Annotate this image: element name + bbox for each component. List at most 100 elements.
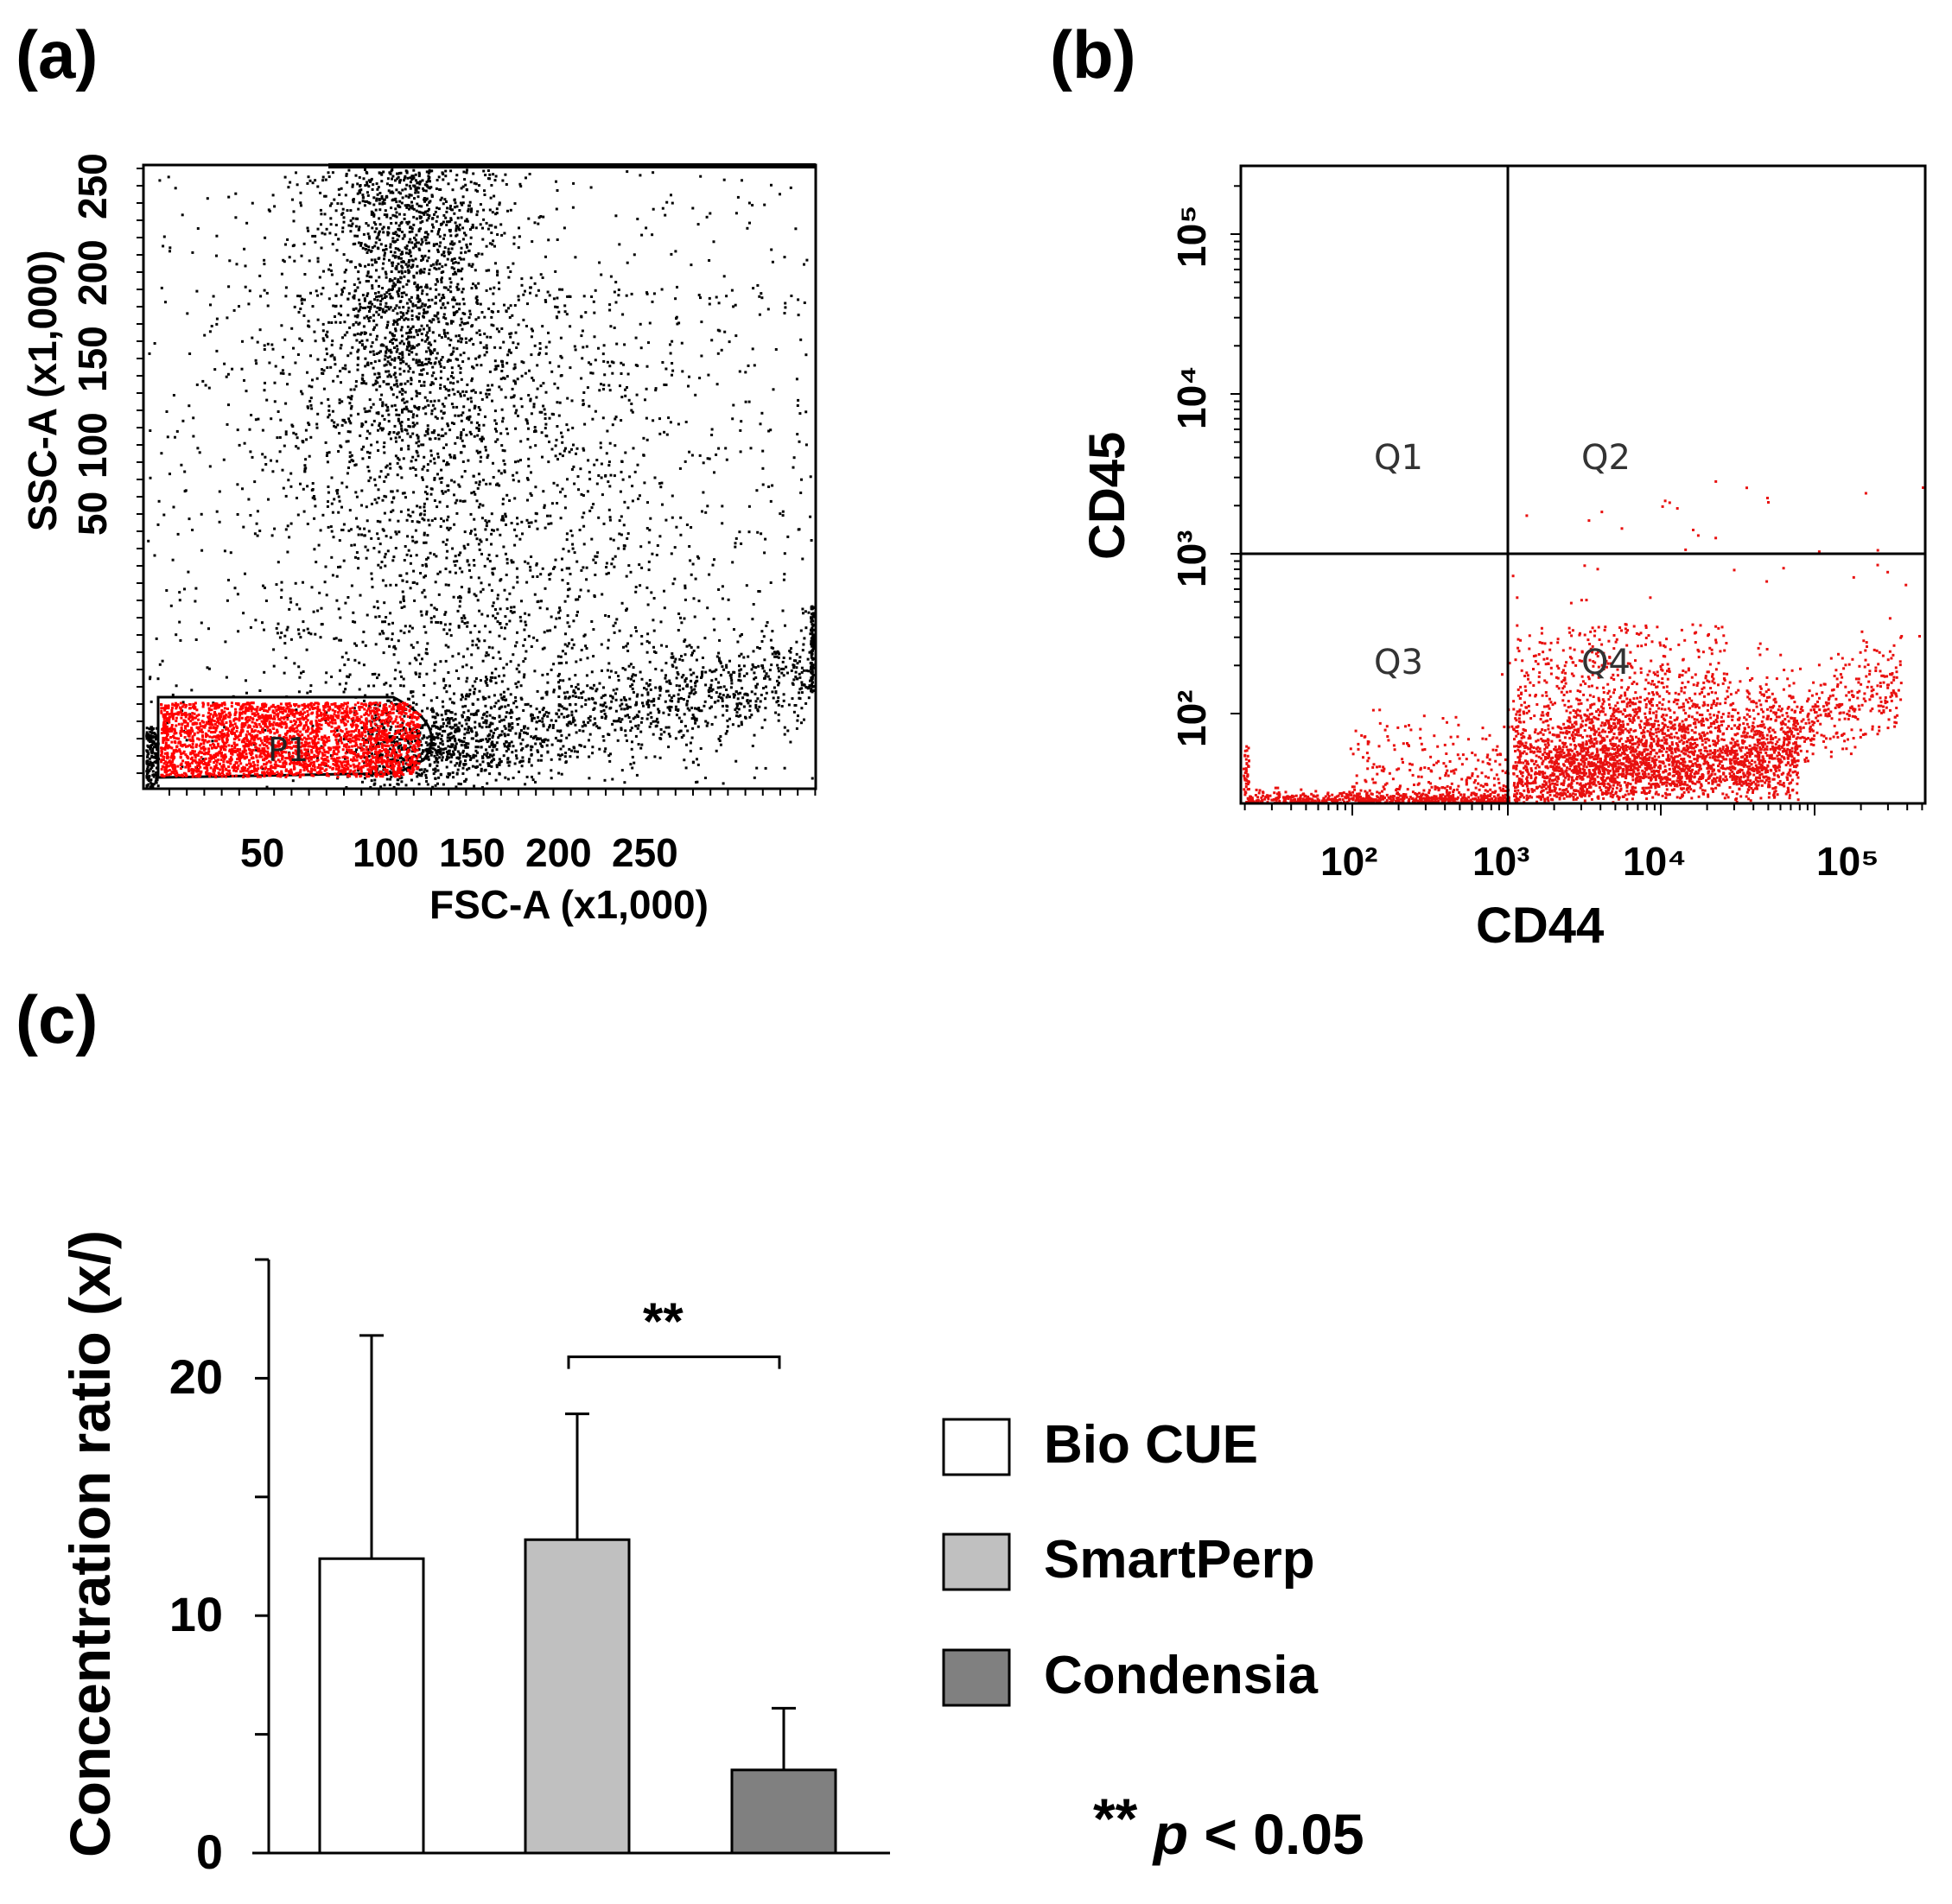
scatter-dot	[436, 753, 439, 757]
scatter-dot	[444, 747, 448, 751]
scatter-dot	[505, 740, 508, 744]
scatter-dot	[493, 359, 497, 363]
scatter-dot	[582, 511, 586, 515]
scatter-dot	[323, 232, 327, 236]
scatter-dot	[604, 747, 607, 751]
scatter-dot	[416, 454, 420, 458]
scatter-dot	[418, 372, 422, 376]
scatter-dot	[403, 631, 406, 635]
scatter-dot	[523, 628, 526, 631]
scatter-dot	[504, 615, 507, 619]
scatter-dot	[424, 741, 428, 745]
scatter-dot	[738, 654, 741, 657]
scatter-dot	[595, 482, 599, 486]
scatter-dot	[604, 717, 607, 720]
scatter-dot	[465, 341, 468, 344]
scatter-dot	[461, 499, 465, 503]
scatter-dot	[292, 431, 296, 435]
scatter-dot	[451, 655, 455, 658]
scatter-dot	[480, 311, 484, 314]
scatter-dot	[461, 297, 465, 301]
scatter-dot	[574, 702, 577, 706]
scatter-dot	[461, 665, 465, 669]
scatter-dot	[425, 610, 429, 613]
scatter-dot	[407, 261, 410, 263]
scatter-dot	[372, 212, 375, 215]
scatter-dot	[366, 519, 369, 523]
scatter-dot	[621, 313, 625, 316]
scatter-dot	[803, 637, 806, 640]
scatter-dot	[331, 511, 334, 514]
scatter-dot	[646, 713, 650, 716]
scatter-dot	[384, 564, 387, 568]
scatter-dot	[612, 689, 615, 692]
scatter-dot	[335, 282, 339, 286]
scatter-dot	[520, 283, 524, 287]
scatter-dot	[327, 525, 330, 529]
scatter-dot	[645, 438, 649, 441]
scatter-dot	[671, 201, 674, 205]
scatter-dot	[478, 480, 481, 484]
scatter-dot	[353, 620, 357, 624]
scatter-dot	[725, 695, 728, 699]
scatter-dot	[400, 271, 404, 275]
scatter-dot	[366, 251, 369, 254]
scatter-dot	[694, 691, 697, 695]
scatter-dot	[807, 670, 811, 673]
scatter-dot	[291, 779, 295, 783]
scatter-dot	[450, 744, 454, 747]
scatter-dot	[378, 351, 381, 354]
scatter-dot	[413, 236, 416, 239]
scatter-dot	[499, 693, 503, 696]
scatter-dot	[409, 425, 412, 428]
scatter-dot	[464, 719, 467, 721]
scatter-dot	[441, 265, 444, 269]
scatter-dot	[654, 389, 658, 392]
scatter-dot	[484, 625, 487, 628]
scatter-dot	[313, 330, 316, 333]
scatter-dot	[618, 243, 621, 246]
scatter-dot	[389, 770, 392, 773]
scatter-dot	[519, 459, 522, 462]
scatter-dot	[363, 699, 366, 702]
scatter-dot	[429, 390, 432, 394]
scatter-dot	[473, 784, 476, 788]
scatter-dot	[418, 328, 422, 332]
scatter-dot	[363, 777, 366, 780]
scatter-dot	[437, 748, 441, 752]
scatter-dot	[272, 664, 276, 668]
scatter-dot	[493, 676, 497, 680]
scatter-dot	[737, 678, 741, 682]
scatter-dot	[345, 682, 348, 685]
scatter-dot	[395, 338, 398, 341]
scatter-dot	[338, 682, 341, 686]
scatter-dot	[719, 662, 722, 665]
scatter-dot	[400, 760, 404, 764]
scatter-dot	[714, 715, 717, 719]
scatter-dot	[435, 263, 438, 266]
scatter-dot	[401, 492, 404, 495]
scatter-dot	[415, 394, 418, 397]
scatter-dot	[617, 719, 620, 722]
scatter-dot	[408, 767, 411, 771]
scatter-dot	[335, 574, 339, 578]
scatter-dot	[663, 430, 666, 434]
scatter-dot	[690, 706, 694, 709]
scatter-dot	[299, 482, 302, 486]
scatter-dot	[303, 298, 306, 301]
scatter-dot	[648, 641, 651, 644]
scatter-dot	[530, 735, 533, 739]
scatter-dot	[415, 540, 418, 543]
scatter-dot	[435, 219, 438, 223]
scatter-dot	[370, 752, 373, 755]
scatter-dot	[450, 711, 454, 714]
scatter-dot	[442, 519, 445, 523]
scatter-dot	[423, 465, 426, 468]
scatter-dot	[585, 647, 588, 650]
scatter-dot	[348, 430, 352, 434]
scatter-dot	[647, 341, 650, 345]
scatter-dot	[584, 311, 588, 314]
scatter-dot	[442, 220, 445, 224]
scatter-dot	[524, 371, 527, 375]
scatter-dot	[412, 223, 416, 226]
